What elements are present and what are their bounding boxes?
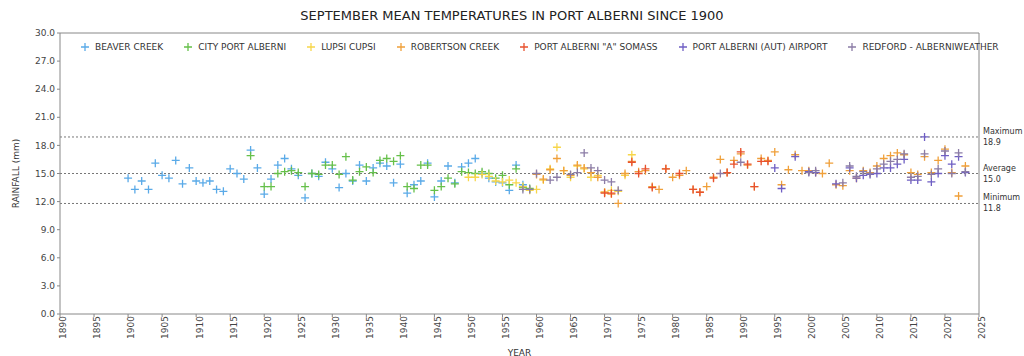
svg-text:1995: 1995 xyxy=(773,316,783,339)
svg-text:2020: 2020 xyxy=(943,316,953,339)
svg-text:Average: Average xyxy=(983,164,1016,173)
html-text:LUPSI CUPSI: LUPSI CUPSI xyxy=(321,42,376,52)
html-text:ROBERTSON CREEK: ROBERTSON CREEK xyxy=(410,42,500,52)
svg-text:9.0: 9.0 xyxy=(41,225,56,235)
svg-text:1935: 1935 xyxy=(365,316,375,339)
svg-text:21.0: 21.0 xyxy=(35,112,55,122)
svg-text:2010: 2010 xyxy=(875,316,885,339)
svg-text:15.0: 15.0 xyxy=(983,175,1001,184)
svg-text:1890: 1890 xyxy=(58,316,68,339)
svg-text:2005: 2005 xyxy=(841,316,851,339)
svg-text:Maximum: Maximum xyxy=(983,127,1016,136)
html-text:PORT ALBERNI (AUT) AIRPORT: PORT ALBERNI (AUT) AIRPORT xyxy=(692,42,828,52)
svg-text:Minimum: Minimum xyxy=(983,193,1016,202)
svg-text:1930: 1930 xyxy=(331,316,341,339)
svg-text:1950: 1950 xyxy=(467,316,477,339)
svg-text:18.0: 18.0 xyxy=(35,141,55,151)
svg-text:RAINFALL (mm): RAINFALL (mm) xyxy=(11,139,21,208)
html-text:CITY PORT ALBERNI: CITY PORT ALBERNI xyxy=(198,42,287,52)
svg-text:1955: 1955 xyxy=(501,316,511,339)
svg-text:1985: 1985 xyxy=(705,316,715,339)
svg-text:1910: 1910 xyxy=(195,316,205,339)
svg-text:1980: 1980 xyxy=(671,316,681,339)
svg-text:15.0: 15.0 xyxy=(35,169,55,179)
svg-text:1915: 1915 xyxy=(229,316,239,339)
svg-text:1920: 1920 xyxy=(263,316,273,339)
svg-text:2025: 2025 xyxy=(977,316,987,339)
svg-text:2015: 2015 xyxy=(909,316,919,339)
svg-text:3.0: 3.0 xyxy=(41,281,56,291)
svg-text:1975: 1975 xyxy=(637,316,647,339)
svg-text:1960: 1960 xyxy=(535,316,545,339)
svg-text:1940: 1940 xyxy=(399,316,409,339)
html-text:REDFORD - ALBERNIWEATHER: REDFORD - ALBERNIWEATHER xyxy=(862,42,999,52)
svg-text:12.0: 12.0 xyxy=(35,197,55,207)
html-text:PORT ALBERNI "A" SOMASS: PORT ALBERNI "A" SOMASS xyxy=(534,42,658,52)
svg-text:1990: 1990 xyxy=(739,316,749,339)
svg-text:1905: 1905 xyxy=(161,316,171,339)
svg-text:YEAR: YEAR xyxy=(507,348,532,356)
svg-text:1925: 1925 xyxy=(297,316,307,339)
svg-text:24.0: 24.0 xyxy=(35,84,55,94)
svg-text:0.0: 0.0 xyxy=(41,309,56,319)
svg-text:2000: 2000 xyxy=(807,316,817,339)
svg-text:1895: 1895 xyxy=(92,316,102,339)
html-text:SEPTEMBER MEAN TEMPERATURES IN: SEPTEMBER MEAN TEMPERATURES IN PORT ALBE… xyxy=(300,8,724,23)
svg-text:30.0: 30.0 xyxy=(35,28,55,38)
svg-text:1970: 1970 xyxy=(603,316,613,339)
svg-text:1945: 1945 xyxy=(433,316,443,339)
html-text:BEAVER CREEK: BEAVER CREEK xyxy=(95,42,164,52)
svg-text:1965: 1965 xyxy=(569,316,579,339)
svg-text:18.9: 18.9 xyxy=(983,138,1001,147)
svg-text:1900: 1900 xyxy=(126,316,136,339)
svg-text:11.8: 11.8 xyxy=(983,204,1001,213)
svg-text:6.0: 6.0 xyxy=(41,253,56,263)
svg-text:27.0: 27.0 xyxy=(35,56,55,66)
